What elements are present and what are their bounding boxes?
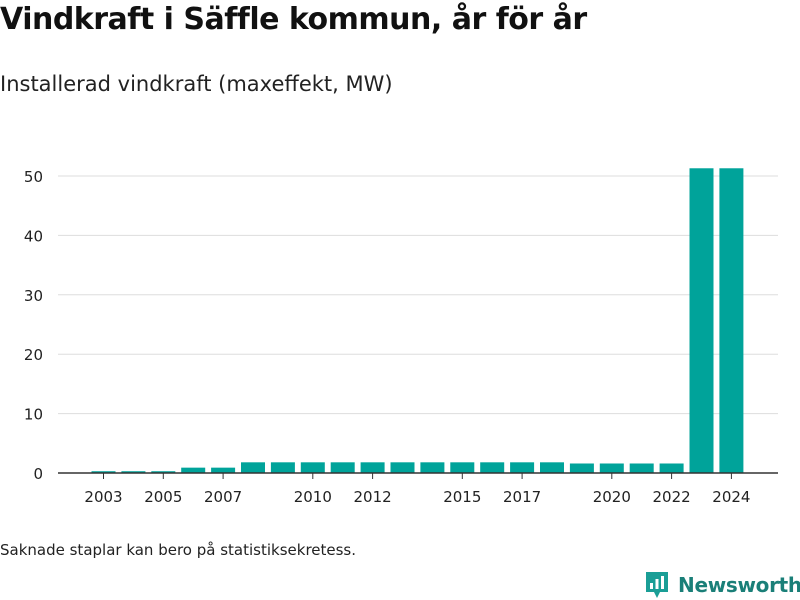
brand-name: Newsworthy — [678, 573, 800, 597]
bar — [390, 462, 415, 473]
x-tick-label: 2015 — [443, 488, 481, 506]
bar — [719, 168, 744, 473]
bar — [360, 462, 385, 473]
y-axis-labels: 0 10 20 30 40 50 — [24, 168, 43, 483]
bar — [689, 168, 714, 473]
x-tick-label: 2020 — [593, 488, 631, 506]
bar — [450, 462, 475, 473]
footnote: Saknade staplar kan bero på statistiksek… — [0, 541, 357, 559]
y-tick-label: 0 — [33, 465, 43, 483]
chart-title: Vindkraft i Säffle kommun, år för år — [0, 2, 587, 37]
y-tick-label: 40 — [24, 227, 43, 245]
brand-logo: Newsworthy — [644, 570, 800, 600]
bar — [659, 463, 684, 473]
bar — [330, 462, 355, 473]
x-tick-label: 2003 — [84, 488, 122, 506]
x-tick-label: 2007 — [204, 488, 242, 506]
bar — [151, 471, 176, 473]
y-tick-label: 20 — [24, 346, 43, 364]
bar — [420, 462, 445, 473]
bar — [599, 463, 624, 473]
x-tick-label: 2010 — [294, 488, 332, 506]
y-tick-label: 50 — [24, 168, 43, 186]
y-tick-label: 30 — [24, 287, 43, 305]
bars — [91, 168, 744, 473]
bar — [300, 462, 325, 473]
bar — [241, 462, 265, 473]
bar — [510, 462, 535, 473]
x-tick-label: 2012 — [354, 488, 392, 506]
newsworthy-logo-icon — [646, 572, 668, 598]
bar — [569, 463, 594, 473]
bar — [211, 467, 236, 473]
bar — [121, 471, 146, 473]
bar — [480, 462, 505, 473]
grid-lines — [58, 175, 778, 415]
bar — [91, 471, 116, 473]
y-tick-label: 10 — [24, 406, 43, 424]
x-tick-label: 2022 — [653, 488, 691, 506]
bar — [181, 467, 206, 473]
x-tick-label: 2024 — [712, 488, 750, 506]
bar — [540, 462, 564, 473]
bar — [629, 463, 654, 473]
bar — [270, 462, 295, 473]
x-tick-label: 2005 — [144, 488, 182, 506]
x-tick-label: 2017 — [503, 488, 541, 506]
x-axis-ticks: 2003 2005 2007 2010 2012 2015 2017 2020 2022 2024 — [84, 473, 750, 506]
chart-subtitle: Installerad vindkraft (maxeffekt, MW) — [0, 72, 393, 96]
